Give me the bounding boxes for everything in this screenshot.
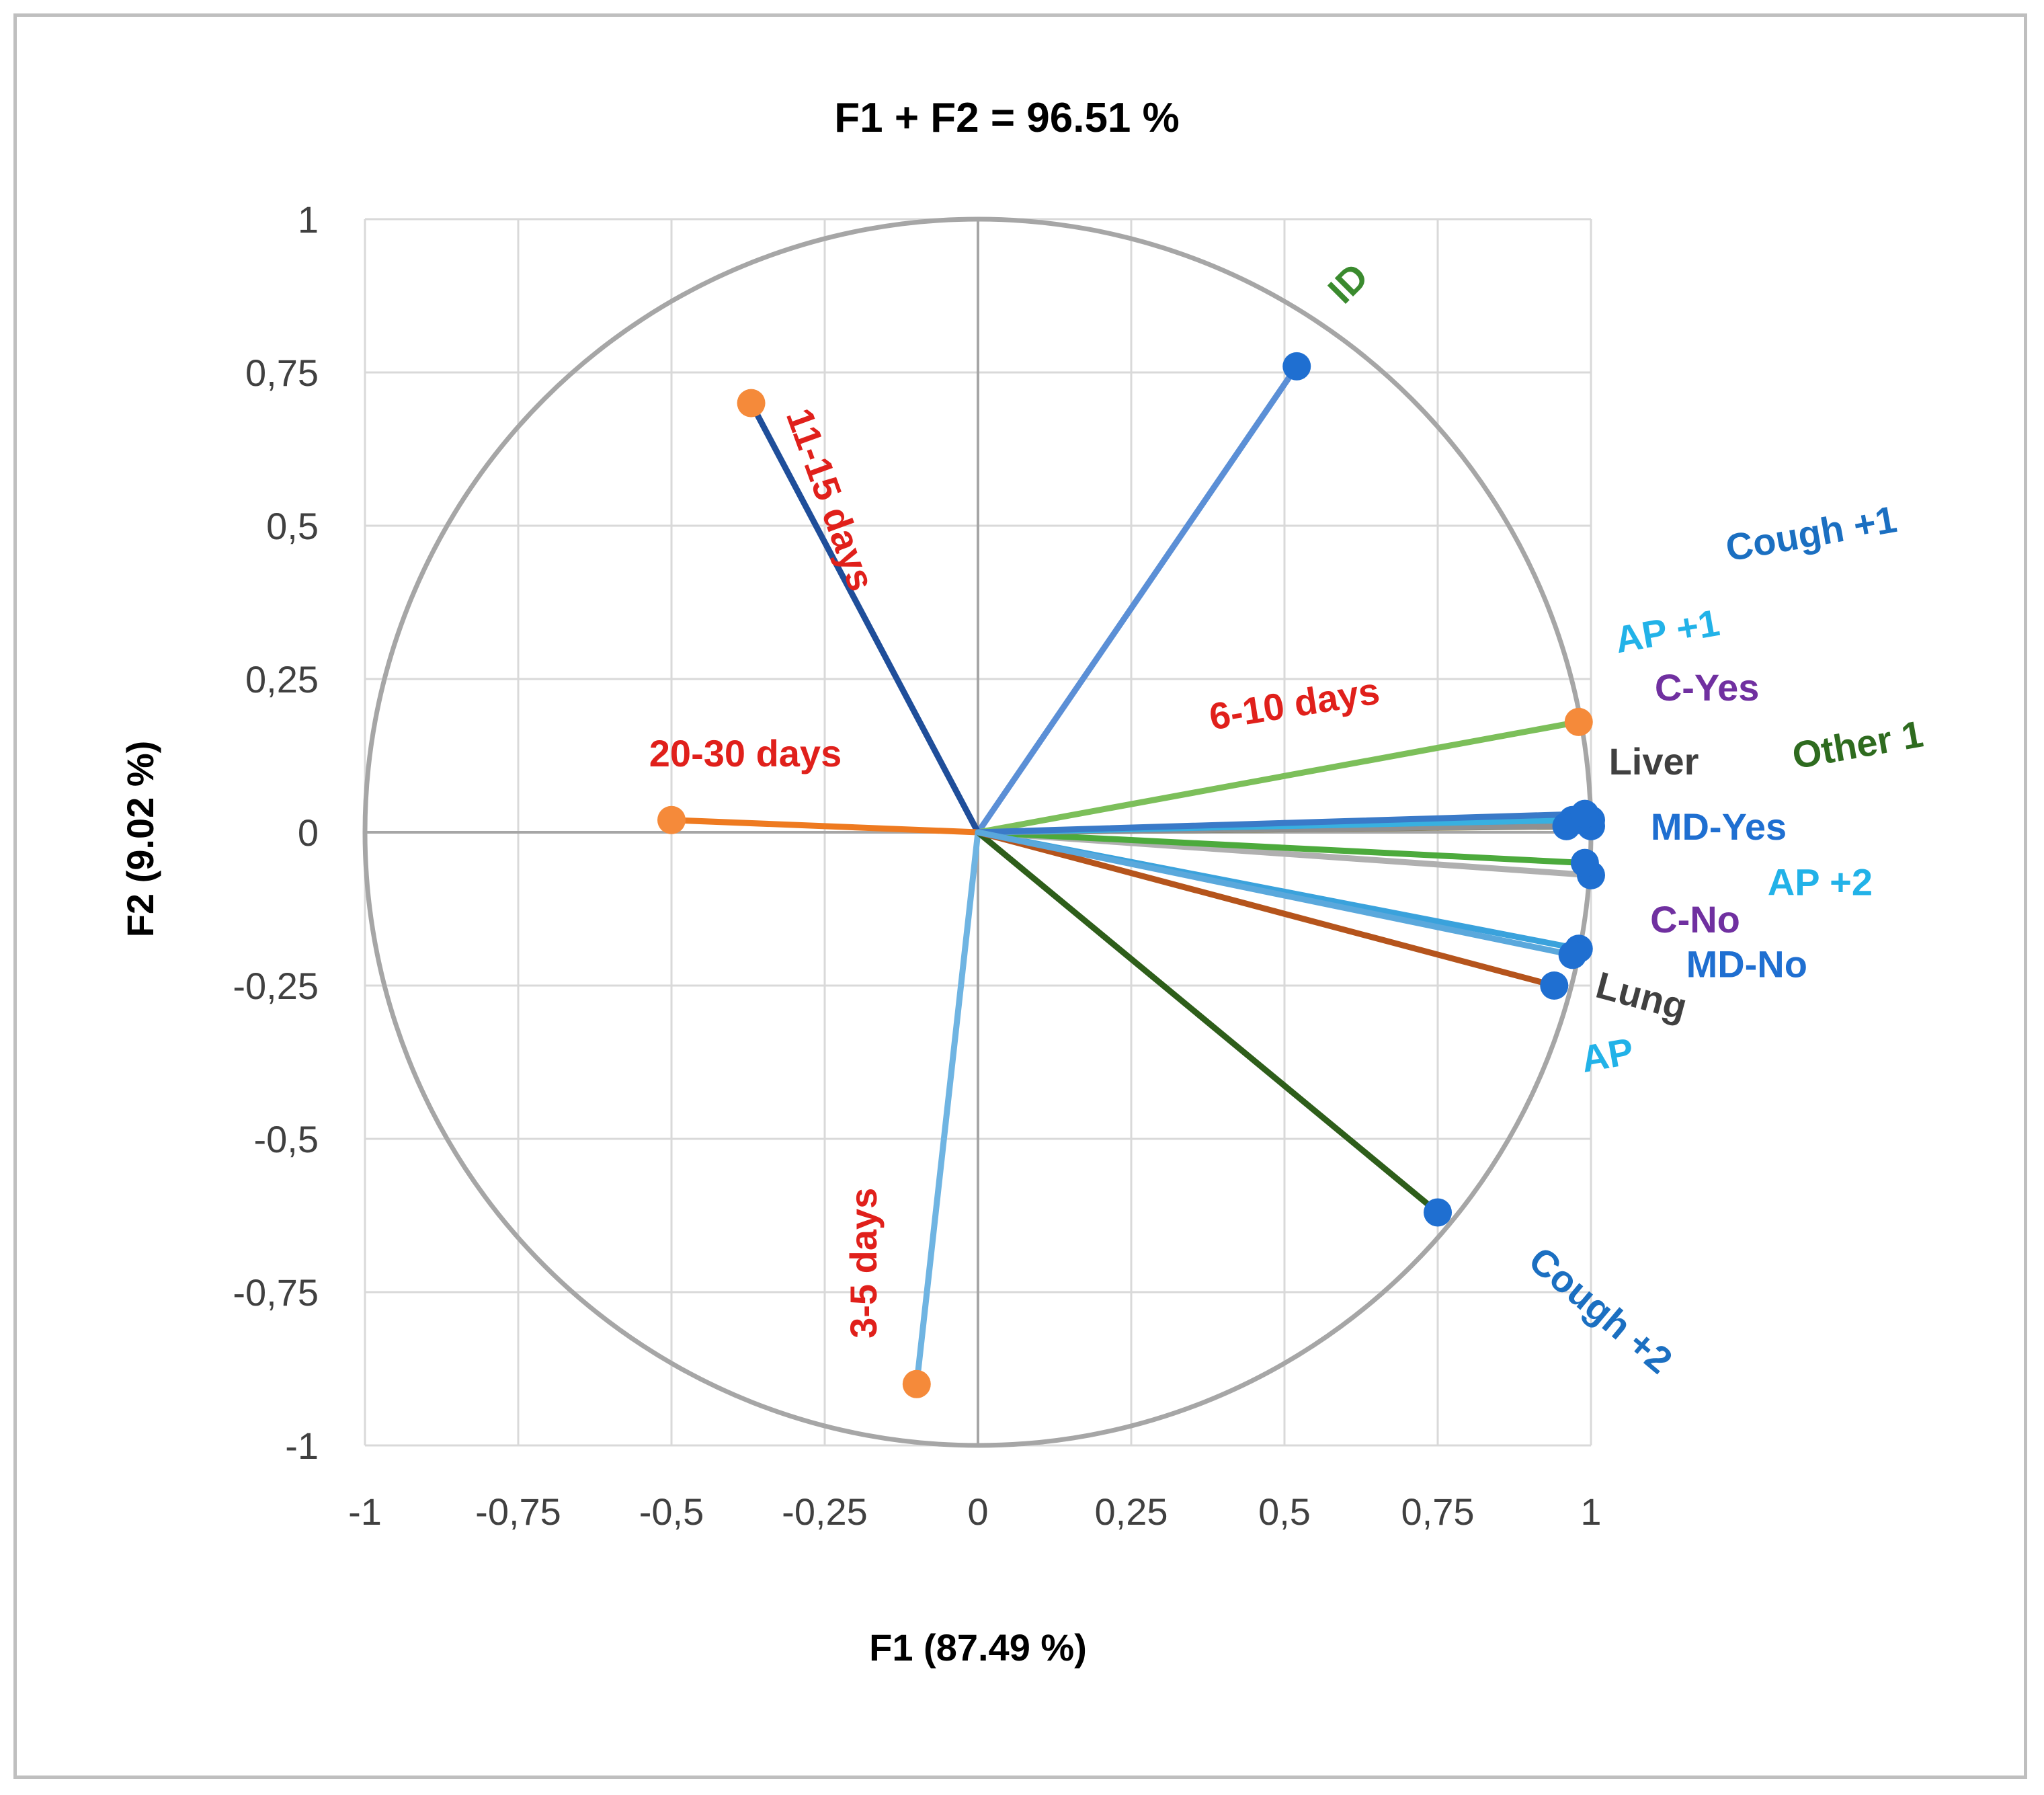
y-tick-label: 1 [298,198,319,241]
point-11-15-days [737,389,766,417]
y-tick-label: -1 [285,1425,319,1467]
vector-line-cough-1 [975,811,1588,836]
point-ap-2 [1570,848,1599,877]
x-axis-title: F1 (87.49 %) [869,1626,1087,1669]
point-ap [1558,941,1587,969]
label-other-1: Other 1 [1789,713,1926,777]
vector-line-id [975,363,1300,836]
point-20-30-days [657,805,686,834]
vector-line-20-30-days [668,817,981,836]
x-tick-label: -1 [348,1490,382,1533]
x-tick-label: 0,25 [1095,1490,1168,1533]
y-axis-title: F2 (9.02 %) [119,741,161,938]
label-ap: AP [1578,1029,1637,1080]
vector-line-cough-2 [975,829,1441,1215]
x-tick-label: 0,75 [1401,1490,1475,1533]
label-3-5-days: 3-5 days [842,1188,885,1339]
vector-line-ap [975,829,1576,958]
point-id [1282,352,1311,381]
y-tick-label: 0,5 [266,505,319,547]
label-11-15-days: 11-15 days [778,403,883,596]
label-lung: Lung [1592,963,1691,1028]
y-tick-label: 0,25 [245,658,319,701]
point-cough-1 [1570,799,1599,828]
point-6-10-days [1564,707,1593,736]
y-tick-label: -0,75 [233,1271,319,1314]
label-c-no: C-No [1650,898,1740,941]
vector-line-ap-2 [975,829,1588,867]
point-cough-2 [1424,1198,1452,1227]
x-tick-label: 0,5 [1258,1490,1311,1533]
label-20-30-days: 20-30 days [649,732,842,774]
label-cough-1: Cough +1 [1723,497,1900,569]
tick-labels: -1 -0,75 -0,5 -0,25 0 0,25 0,5 0,75 1 1 0,75 0,5 0,2… [233,198,1601,1533]
label-c-yes: C-Yes [1655,666,1760,709]
point-lung [1540,971,1569,1000]
vector-lines [668,363,1594,1388]
label-ap-1: AP +1 [1612,601,1723,661]
x-tick-label: -0,75 [475,1490,561,1533]
x-tick-label: -0,25 [782,1490,868,1533]
label-id: ID [1319,255,1376,311]
label-ap-2: AP +2 [1768,861,1873,904]
vector-line-6-10-days [975,719,1582,836]
chart-frame [13,13,2027,1779]
label-cough-2: Cough +2 [1521,1238,1680,1382]
y-tick-label: -0,25 [233,965,319,1007]
y-tick-label: -0,5 [254,1118,319,1160]
y-tick-label: 0,75 [245,352,319,394]
vector-points [657,352,1605,1398]
x-tick-label: 0 [967,1490,988,1533]
vector-line-3-5-days [913,829,981,1388]
vector-line-11-15-days [748,400,981,836]
x-tick-label: 1 [1580,1490,1601,1533]
label-md-no: MD-No [1686,943,1807,985]
y-tick-label: 0 [298,811,319,854]
x-tick-label: -0,5 [639,1490,704,1533]
label-md-yes: MD-Yes [1651,805,1787,848]
label-liver: Liver [1609,740,1699,783]
chart-title: F1 + F2 = 96.51 % [834,95,1180,141]
vector-line-lung [975,829,1557,989]
point-3-5-days [902,1369,931,1398]
